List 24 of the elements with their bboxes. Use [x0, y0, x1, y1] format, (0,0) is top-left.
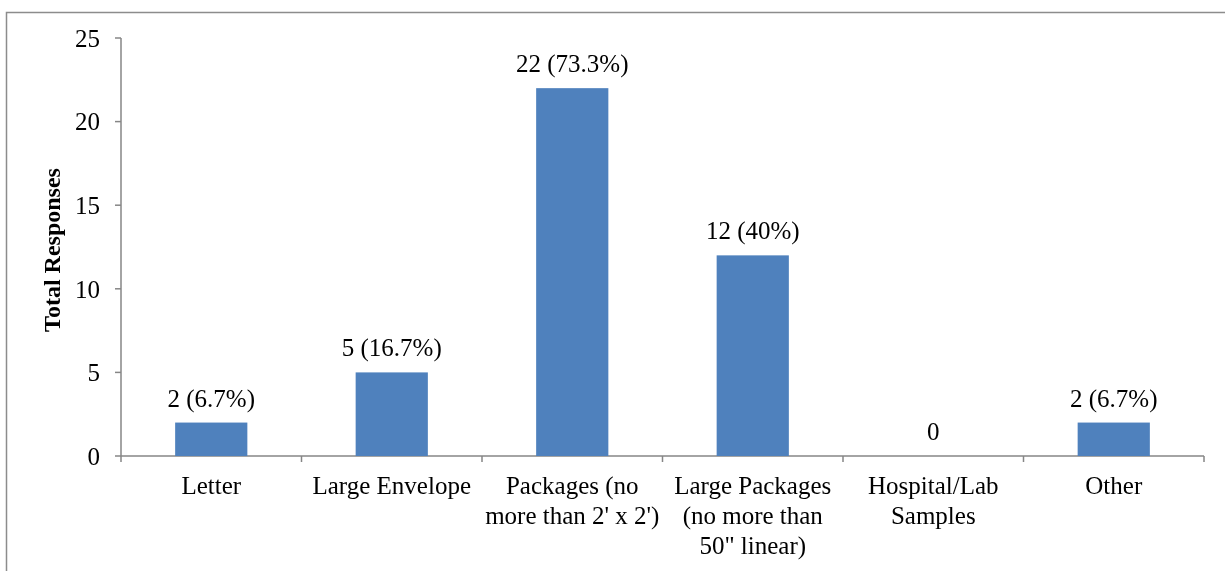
x-tick-label: Packages (no more than 2' x 2') — [485, 472, 660, 530]
y-tick-label: 25 — [75, 24, 100, 52]
data-label: 5 (16.7%) — [341, 334, 442, 363]
bar — [716, 255, 789, 456]
data-label: 2 (6.7%) — [167, 384, 255, 413]
data-label: 0 — [927, 418, 940, 445]
x-tick-label: Hospital/Lab Samples — [867, 472, 999, 529]
bar — [175, 422, 248, 456]
y-axis-title: Total Responses — [39, 168, 66, 332]
bar — [1077, 422, 1150, 456]
bar — [536, 88, 609, 456]
data-label: 2 (6.7%) — [1070, 384, 1158, 413]
x-tick-label: Other — [1085, 472, 1143, 499]
x-tick-label: Large Packages (no more than 50" linear) — [674, 472, 832, 560]
x-tick-label: Large Envelope — [312, 472, 471, 499]
y-tick-label: 0 — [87, 442, 100, 470]
data-label: 12 (40%) — [705, 217, 800, 246]
y-tick-label: 15 — [75, 191, 100, 219]
y-tick-label: 20 — [75, 108, 100, 136]
data-label: 22 (73.3%) — [516, 50, 629, 79]
y-tick-label: 5 — [87, 359, 100, 387]
bar — [355, 372, 428, 456]
y-tick-label: 10 — [75, 275, 100, 303]
x-tick-label: Letter — [181, 472, 242, 499]
